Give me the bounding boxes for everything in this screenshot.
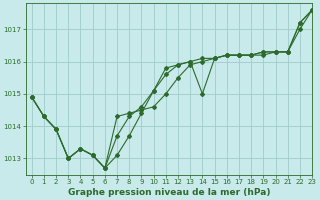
X-axis label: Graphe pression niveau de la mer (hPa): Graphe pression niveau de la mer (hPa) — [68, 188, 270, 197]
